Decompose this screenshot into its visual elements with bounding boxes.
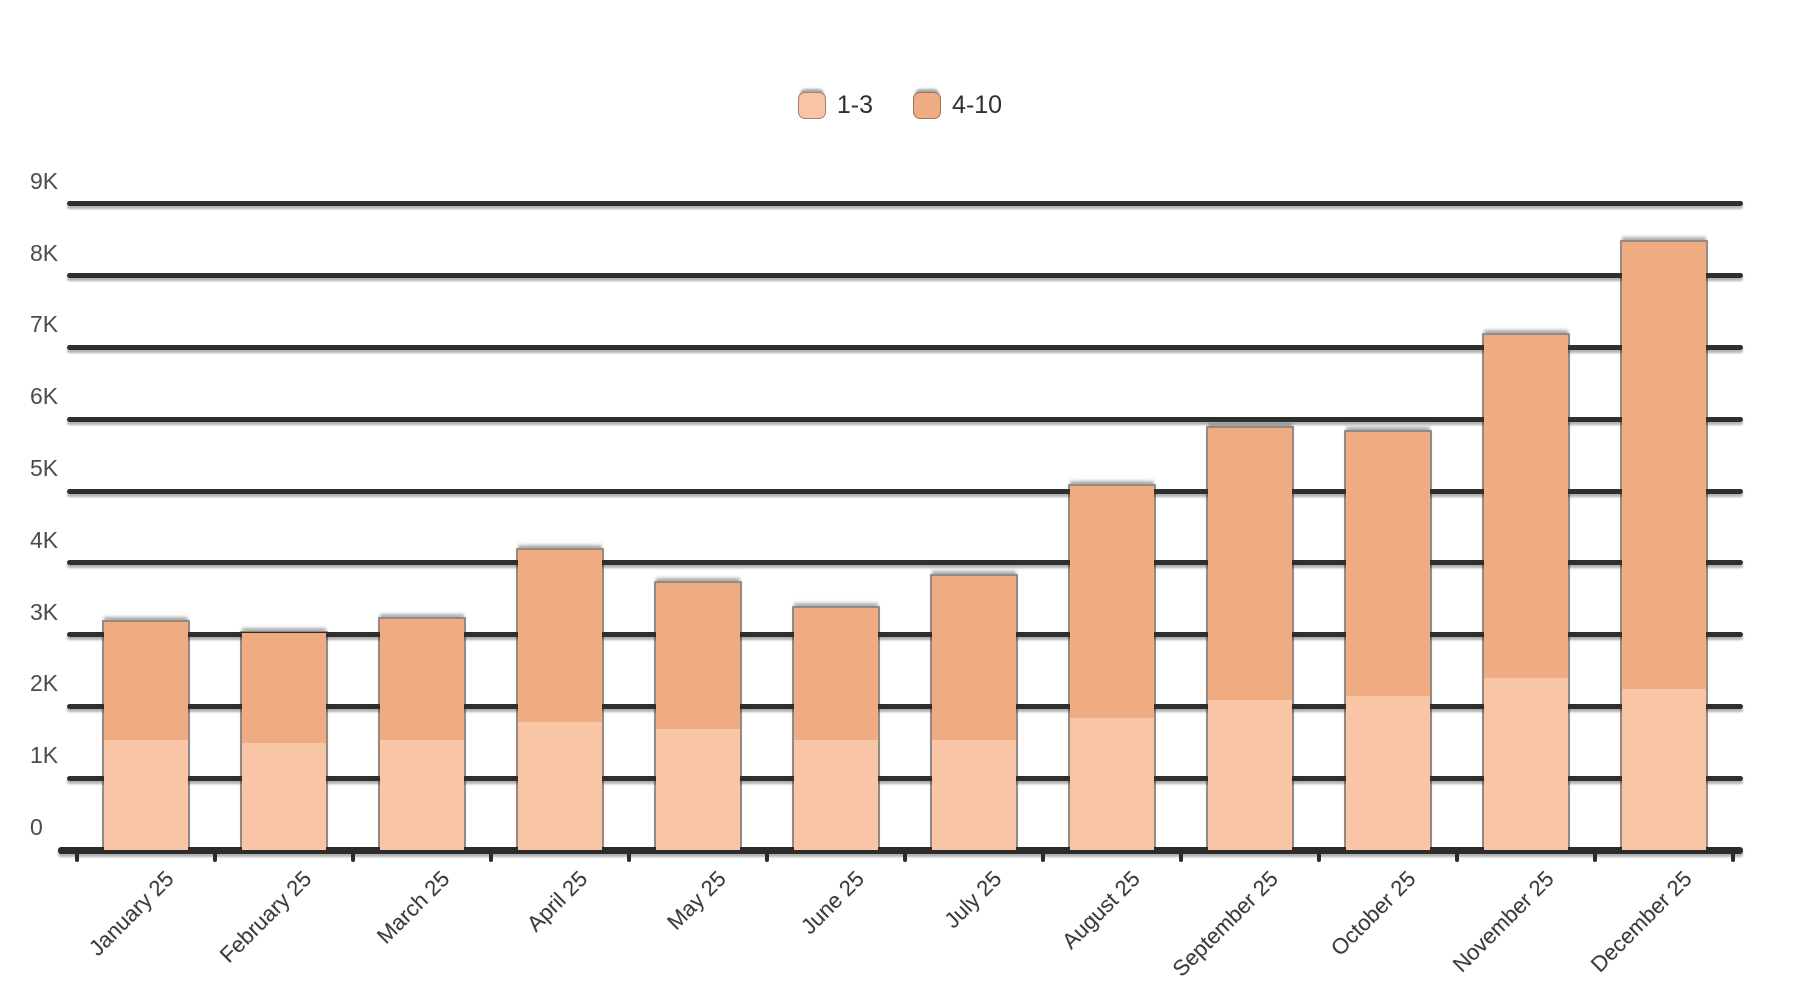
- x-axis-tick: [765, 852, 769, 862]
- bar-segment-4-10[interactable]: [242, 633, 326, 744]
- x-axis-tick: [1731, 852, 1735, 862]
- x-axis-tick: [1179, 852, 1183, 862]
- y-tick-label-3K: 3K: [30, 598, 59, 625]
- x-axis-tick: [75, 852, 79, 862]
- x-category-label: January 25: [84, 866, 179, 961]
- bar-segment-1-3[interactable]: [518, 721, 602, 850]
- bar-segment-4-10[interactable]: [104, 622, 188, 740]
- bar-segment-1-3[interactable]: [1208, 699, 1292, 850]
- y-tick-label-2K: 2K: [30, 670, 59, 697]
- y-tick-label-1K: 1K: [30, 742, 59, 769]
- x-axis-tick: [351, 852, 355, 862]
- x-category-label: December 25: [1585, 866, 1697, 978]
- bar-february-25[interactable]: [240, 631, 328, 850]
- x-axis-tick: [1041, 852, 1045, 862]
- bar-october-25[interactable]: [1344, 429, 1432, 850]
- bar-segment-1-3[interactable]: [656, 728, 740, 850]
- x-axis-tick: [903, 852, 907, 862]
- bar-segment-4-10[interactable]: [1622, 241, 1706, 689]
- gridline-6K: [67, 416, 1743, 422]
- gridline-2K: [67, 703, 1743, 709]
- x-category-label: October 25: [1326, 866, 1421, 961]
- gridline-4K: [67, 560, 1743, 566]
- bar-segment-4-10[interactable]: [1346, 431, 1430, 697]
- gridline-3K: [67, 632, 1743, 638]
- bar-segment-4-10[interactable]: [794, 607, 878, 740]
- bar-june-25[interactable]: [792, 605, 880, 850]
- bar-segment-1-3[interactable]: [104, 739, 188, 850]
- bar-april-25[interactable]: [516, 548, 604, 850]
- gridline-8K: [67, 273, 1743, 279]
- x-axis-tick: [627, 852, 631, 862]
- x-axis-line: [58, 846, 1743, 854]
- bar-segment-1-3[interactable]: [1484, 678, 1568, 850]
- bar-segment-4-10[interactable]: [1070, 485, 1154, 718]
- bar-segment-4-10[interactable]: [656, 582, 740, 729]
- bar-january-25[interactable]: [102, 620, 190, 850]
- bar-segment-4-10[interactable]: [1484, 335, 1568, 679]
- x-category-label: July 25: [939, 866, 1007, 933]
- bar-november-25[interactable]: [1482, 333, 1570, 850]
- legend-item-1-3[interactable]: 1-3: [797, 90, 874, 120]
- legend-label-4-10: 4-10: [952, 90, 1003, 119]
- y-tick-label-7K: 7K: [30, 311, 59, 338]
- x-category-label: September 25: [1167, 866, 1283, 982]
- bar-segment-1-3[interactable]: [932, 739, 1016, 850]
- bar-segment-4-10[interactable]: [518, 550, 602, 722]
- bar-december-25[interactable]: [1620, 239, 1708, 850]
- x-axis-tick: [489, 852, 493, 862]
- legend-label-1-3: 1-3: [836, 90, 874, 119]
- bar-segment-1-3[interactable]: [242, 743, 326, 850]
- x-category-label: April 25: [522, 866, 593, 937]
- y-tick-label-4K: 4K: [30, 526, 59, 553]
- x-axis-tick: [1455, 852, 1459, 862]
- gridline-9K: [67, 201, 1743, 207]
- bar-august-25[interactable]: [1068, 483, 1156, 850]
- x-axis-tick: [213, 852, 217, 862]
- bar-segment-1-3[interactable]: [794, 739, 878, 850]
- bar-segment-1-3[interactable]: [1622, 688, 1706, 850]
- y-tick-label-5K: 5K: [30, 455, 59, 481]
- x-category-label: August 25: [1056, 866, 1145, 954]
- legend-swatch-1-3-icon: [797, 91, 826, 119]
- bar-segment-4-10[interactable]: [380, 618, 464, 740]
- x-axis-tick: [1317, 852, 1321, 862]
- legend-item-4-10[interactable]: 4-10: [913, 91, 1002, 120]
- x-axis-tick: [1593, 852, 1597, 862]
- bar-march-25[interactable]: [378, 616, 466, 850]
- bar-september-25[interactable]: [1206, 426, 1294, 850]
- gridline-5K: [67, 488, 1743, 494]
- y-tick-label-9K: 9K: [30, 167, 59, 194]
- gridline-7K: [67, 344, 1743, 350]
- bar-may-25[interactable]: [654, 580, 742, 850]
- x-category-label: May 25: [661, 866, 731, 935]
- bar-segment-1-3[interactable]: [380, 739, 464, 850]
- x-category-label: March 25: [372, 866, 455, 949]
- legend: 1-3 4-10: [0, 88, 1800, 122]
- x-category-label: November 25: [1447, 866, 1559, 978]
- y-tick-label-0: 0: [30, 814, 43, 840]
- bar-segment-4-10[interactable]: [932, 575, 1016, 740]
- x-category-label: February 25: [215, 866, 317, 968]
- legend-swatch-4-10-icon: [913, 91, 942, 119]
- bar-segment-1-3[interactable]: [1070, 717, 1154, 850]
- bar-segment-1-3[interactable]: [1346, 696, 1430, 850]
- gridline-1K: [67, 775, 1743, 781]
- bar-july-25[interactable]: [930, 573, 1018, 850]
- x-category-label: June 25: [795, 866, 869, 940]
- y-tick-label-8K: 8K: [30, 239, 59, 266]
- y-tick-label-6K: 6K: [30, 383, 59, 410]
- bar-segment-4-10[interactable]: [1208, 428, 1292, 700]
